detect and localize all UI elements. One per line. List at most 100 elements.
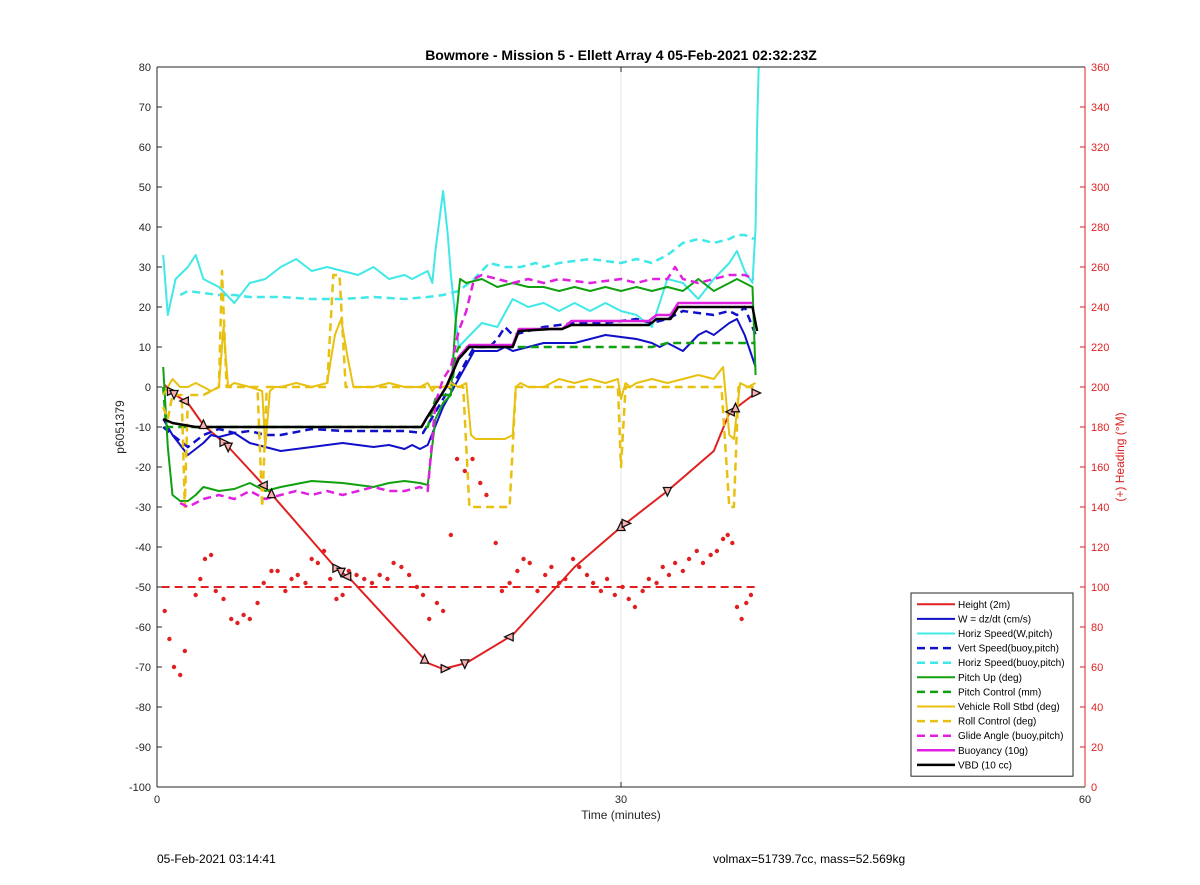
heading-point <box>391 560 396 566</box>
y-tick-label: 50 <box>139 182 151 194</box>
y-tick-label: -50 <box>135 582 151 594</box>
series-roll-control-deg <box>162 269 756 509</box>
heading-point <box>700 560 706 566</box>
heading-point <box>734 604 740 610</box>
heading-point <box>556 580 562 586</box>
heading-point <box>612 592 618 598</box>
heading-point <box>162 608 167 614</box>
heading-point <box>303 580 308 586</box>
heading-point <box>708 552 713 558</box>
heading-point <box>527 560 532 566</box>
heading-point <box>328 576 333 582</box>
heading-point <box>493 540 498 546</box>
legend-label-pitch-control-mm: Pitch Control (mm) <box>958 687 1041 698</box>
heading-point <box>283 588 288 594</box>
heading-point <box>321 548 327 554</box>
heading-point <box>202 556 208 562</box>
heading-point <box>462 468 467 474</box>
legend-label-w-dz-dt-cm-s: W = dz/dt (cm/s) <box>958 614 1031 625</box>
y-tick-label: 40 <box>139 222 151 234</box>
heading-point <box>385 576 390 582</box>
y2-tick-label: 20 <box>1091 742 1103 754</box>
y-tick-label: -80 <box>135 702 151 714</box>
height-marker <box>419 653 430 664</box>
heading-point <box>414 584 420 590</box>
heading-point <box>515 568 520 574</box>
y-axis-label: p6051379 <box>113 400 127 454</box>
heading-point <box>369 580 375 586</box>
height-marker <box>440 663 452 674</box>
y2-tick-label: 260 <box>1091 262 1109 274</box>
heading-point <box>406 572 412 578</box>
heading-point <box>660 564 665 570</box>
y2-tick-label: 120 <box>1091 542 1109 554</box>
height-marker <box>178 395 189 407</box>
heading-point <box>730 540 735 546</box>
heading-point <box>334 596 339 602</box>
y-tick-label: 30 <box>139 262 151 274</box>
heading-point <box>686 556 692 562</box>
heading-point <box>198 576 203 582</box>
height-marker <box>751 387 763 399</box>
y2-tick-label: 200 <box>1091 382 1109 394</box>
heading-point <box>171 664 177 670</box>
x-tick-label: 30 <box>615 794 627 806</box>
legend-box <box>910 592 1074 777</box>
heading-point <box>654 580 659 586</box>
height-marker <box>257 480 268 491</box>
heading-point <box>193 592 198 598</box>
series-w-dz-dt-cm-s <box>162 318 757 456</box>
x-tick-label: 60 <box>1079 794 1091 806</box>
height-marker <box>503 631 514 642</box>
heading-point <box>598 588 604 594</box>
heading-point <box>208 552 214 558</box>
heading-point <box>672 560 678 566</box>
heading-point <box>340 592 345 598</box>
y-tick-label: 20 <box>139 302 151 314</box>
y2-axis-label: (+) Heading (°M) <box>1113 412 1127 501</box>
y-tick-label: 80 <box>139 62 151 74</box>
y-tick-label: -100 <box>129 782 151 794</box>
heading-point <box>420 592 426 598</box>
heading-point <box>255 600 260 606</box>
height-marker <box>621 518 633 529</box>
heading-point <box>549 564 554 570</box>
y-tick-label: -20 <box>135 462 151 474</box>
heading-point <box>275 568 280 574</box>
y2-tick-label: 240 <box>1091 302 1109 314</box>
heading-point <box>354 572 359 578</box>
y2-tick-label: 360 <box>1091 62 1109 74</box>
y-tick-label: -10 <box>135 422 151 434</box>
heading-point <box>229 616 234 622</box>
y2-tick-label: 180 <box>1091 422 1109 434</box>
heading-point <box>626 596 631 602</box>
heading-point <box>570 556 576 562</box>
heading-point <box>714 548 720 554</box>
heading-point <box>646 576 652 582</box>
heading-point <box>221 596 226 602</box>
height-marker <box>459 659 470 670</box>
x-axis-label: Time (minutes) <box>581 808 661 822</box>
heading-point <box>167 636 172 642</box>
heading-point <box>694 548 699 554</box>
height-marker <box>168 389 180 401</box>
series-pitch-up-deg <box>162 278 757 502</box>
height-marker <box>730 401 741 413</box>
y2-tick-label: 60 <box>1091 662 1103 674</box>
heading-point <box>725 532 730 538</box>
series-horiz-speed-buoy-pitch <box>179 233 755 301</box>
heading-point <box>748 592 754 598</box>
heading-point <box>604 576 610 582</box>
series-vbd-10-cc <box>162 305 759 429</box>
series-height-2m <box>163 384 757 670</box>
y2-tick-label: 280 <box>1091 222 1109 234</box>
y2-tick-label: 140 <box>1091 502 1109 514</box>
heading-point <box>543 572 548 578</box>
heading-point <box>454 456 460 462</box>
heading-point <box>535 588 540 594</box>
y-tick-label: 70 <box>139 102 151 114</box>
heading-point <box>399 564 404 570</box>
height-marker <box>198 418 209 430</box>
y2-tick-label: 160 <box>1091 462 1109 474</box>
